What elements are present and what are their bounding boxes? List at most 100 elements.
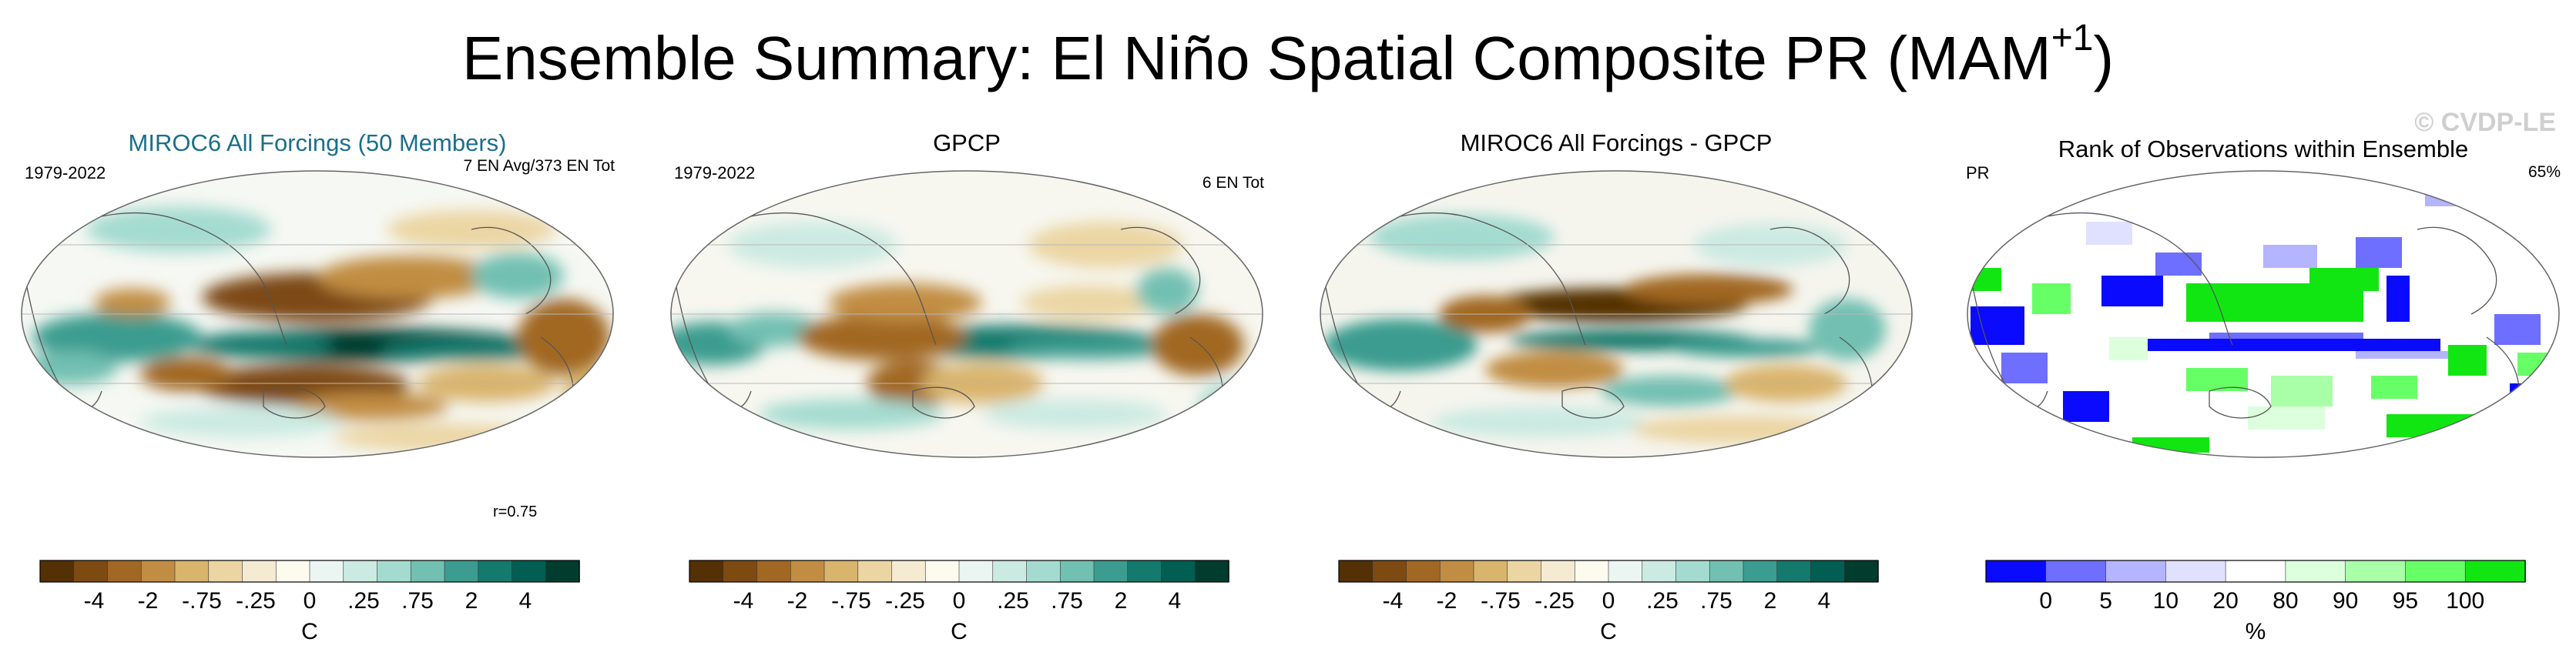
colorbar-swatch xyxy=(512,560,547,583)
page-title: Ensemble Summary: El Niño Spatial Compos… xyxy=(461,18,2115,93)
colorbar-tick-label: 95 xyxy=(2393,588,2418,614)
colorbar-swatch xyxy=(1093,560,1129,583)
colorbar-swatch xyxy=(924,560,960,583)
colorbar-frame xyxy=(689,560,1229,583)
graticule xyxy=(1320,244,1912,384)
colorbar-swatch xyxy=(1642,560,1677,583)
colorbar-swatch xyxy=(478,560,513,583)
colorbar-swatch xyxy=(857,560,893,583)
event-count-label: 6 EN Tot xyxy=(1202,174,1264,192)
colorbar-swatch xyxy=(174,560,210,583)
colorbar-tick-label: -4 xyxy=(1383,588,1404,614)
colorbar-swatch xyxy=(1194,560,1229,583)
colorbar-swatch xyxy=(140,560,176,583)
colorbar-swatch xyxy=(107,560,143,583)
colorbar-tick-label: 20 xyxy=(2212,588,2238,614)
colorbar-tick-label: 2 xyxy=(1764,588,1777,614)
period-label: 1979-2022 xyxy=(674,163,756,182)
colorbar-swatch xyxy=(275,560,310,583)
colorbar-tick-label: -.25 xyxy=(885,588,925,614)
colorbar-swatch xyxy=(2345,560,2407,583)
colorbar-tick-label: 10 xyxy=(2153,588,2179,614)
colorbar-swatch xyxy=(2464,560,2526,583)
colorbar-tick-label: -.75 xyxy=(182,588,222,614)
colorbar-swatch xyxy=(1985,560,2047,583)
percent-label: 65% xyxy=(2527,163,2561,181)
colorbar-tick-label: -4 xyxy=(733,588,754,614)
colorbar-tick-label: -.25 xyxy=(1535,588,1575,614)
watermark: © CVDP-LE xyxy=(2414,108,2556,137)
colorbar-tick-label: -.75 xyxy=(831,588,871,614)
colorbar-swatch xyxy=(1161,560,1196,583)
colorbar-swatch xyxy=(723,560,758,583)
colorbar-tick-label: 100 xyxy=(2446,588,2484,614)
colorbar: -4 -2 -.75 -.25 0 .25 .75 2 4 C xyxy=(689,560,1229,644)
panel-title: MIROC6 All Forcings - GPCP xyxy=(1460,129,1773,156)
colorbar-swatch xyxy=(1541,560,1576,583)
colorbar-frame xyxy=(39,560,580,583)
colorbar-tick-label: .25 xyxy=(347,588,380,614)
colorbar-swatch xyxy=(2045,560,2107,583)
colorbar-swatch xyxy=(545,560,580,583)
colorbar-swatch xyxy=(1574,560,1609,583)
colorbar-tick-label: -2 xyxy=(787,588,808,614)
colorbar-swatch xyxy=(1059,560,1095,583)
colorbar-swatch xyxy=(444,560,479,583)
colorbar-tick-label: -4 xyxy=(84,588,105,614)
colorbar-units: C xyxy=(301,619,318,644)
colorbar: 0 5 10 20 80 90 95 100% xyxy=(1985,560,2526,644)
rank-field xyxy=(1971,183,2556,453)
colorbar-swatch xyxy=(891,560,927,583)
colorbar-swatch xyxy=(823,560,859,583)
colorbar-tick-label: -2 xyxy=(138,588,159,614)
colorbar-tick-label: 0 xyxy=(1602,588,1615,614)
colorbar-frame xyxy=(1338,560,1879,583)
colorbar-swatch xyxy=(1406,560,1441,583)
panel-title: GPCP xyxy=(933,129,1001,156)
period-label: 1979-2022 xyxy=(25,163,106,182)
colorbar-tick-label: 0 xyxy=(304,588,317,614)
colorbar-swatch xyxy=(1675,560,1711,583)
map-difference xyxy=(1320,170,1913,458)
colorbar-tick-label: 4 xyxy=(1818,588,1831,614)
colorbar-swatch xyxy=(958,560,994,583)
graticule xyxy=(671,244,1263,384)
colorbar-swatch xyxy=(992,560,1028,583)
panel-rank: Rank of Observations within Ensemble PR … xyxy=(1955,0,2571,659)
colorbar-swatch xyxy=(1608,560,1643,583)
colorbar-swatch xyxy=(1742,560,1778,583)
colorbar-swatch xyxy=(756,560,792,583)
precip-anomaly-field xyxy=(25,206,613,451)
colorbar-swatch xyxy=(1709,560,1744,583)
colorbar-swatch xyxy=(1439,560,1474,583)
colorbar-swatch xyxy=(1507,560,1542,583)
colorbar-tick-label: 90 xyxy=(2333,588,2358,614)
colorbar-units: % xyxy=(2246,619,2266,644)
colorbar-swatch xyxy=(343,560,378,583)
colorbar-swatch xyxy=(208,560,243,583)
colorbar: -4 -2 -.75 -.25 0 .25 .75 2 4 C xyxy=(39,560,580,644)
colorbar-units: C xyxy=(1600,619,1617,644)
colorbar-tick-label: 2 xyxy=(1115,588,1128,614)
map-model xyxy=(21,170,614,458)
panel-model: MIROC6 All Forcings (50 Members) 1979-20… xyxy=(9,0,626,659)
colorbar-tick-label: 2 xyxy=(465,588,478,614)
graticule xyxy=(22,244,613,384)
map-border xyxy=(670,170,1263,458)
panel-title: MIROC6 All Forcings (50 Members) xyxy=(128,129,507,156)
colorbar-frame xyxy=(1985,560,2526,583)
colorbar-tick-label: 5 xyxy=(2099,588,2112,614)
correlation-label: r=0.75 xyxy=(493,503,538,520)
colorbar-swatch xyxy=(377,560,412,583)
colorbar-tick-label: -2 xyxy=(1437,588,1457,614)
colorbar-swatch xyxy=(242,560,277,583)
colorbar-units: C xyxy=(951,619,968,644)
panel-difference: MIROC6 All Forcings - GPCP xyxy=(1308,0,1924,659)
colorbar-swatch xyxy=(2285,560,2346,583)
colorbar-tick-label: .75 xyxy=(401,588,434,614)
panel-title: Rank of Observations within Ensemble xyxy=(2058,135,2469,162)
colorbar-tick-label: .25 xyxy=(1646,588,1679,614)
colorbar-swatch xyxy=(2405,560,2467,583)
colorbar-swatch xyxy=(1026,560,1062,583)
colorbar-swatch xyxy=(1372,560,1407,583)
